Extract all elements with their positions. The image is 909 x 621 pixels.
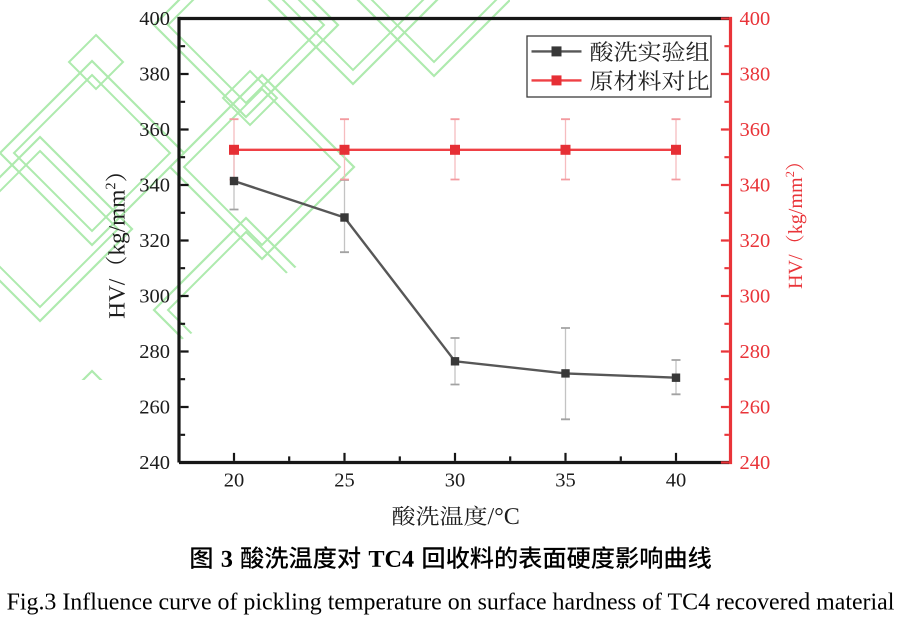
svg-text:35: 35	[555, 469, 576, 491]
svg-text:340: 340	[139, 175, 170, 197]
svg-text:240: 240	[139, 452, 170, 474]
svg-text:Fig.3 Influence curve of pickl: Fig.3 Influence curve of pickling temper…	[7, 589, 895, 615]
svg-text:40: 40	[666, 469, 687, 491]
svg-text:25: 25	[334, 469, 355, 491]
svg-text:300: 300	[740, 286, 771, 308]
svg-text:320: 320	[139, 230, 170, 252]
svg-text:20: 20	[224, 469, 245, 491]
svg-text:260: 260	[139, 397, 170, 419]
svg-text:320: 320	[740, 230, 771, 252]
svg-text:240: 240	[740, 452, 771, 474]
svg-text:400: 400	[139, 8, 170, 30]
svg-text:380: 380	[139, 64, 170, 86]
svg-text:280: 280	[740, 341, 771, 363]
svg-text:30: 30	[445, 469, 466, 491]
svg-text:300: 300	[139, 286, 170, 308]
svg-text:280: 280	[139, 341, 170, 363]
svg-text:360: 360	[139, 119, 170, 141]
svg-text:400: 400	[740, 8, 771, 30]
svg-text:260: 260	[740, 397, 771, 419]
svg-text:360: 360	[740, 119, 771, 141]
svg-text:380: 380	[740, 64, 771, 86]
svg-text:340: 340	[740, 175, 771, 197]
